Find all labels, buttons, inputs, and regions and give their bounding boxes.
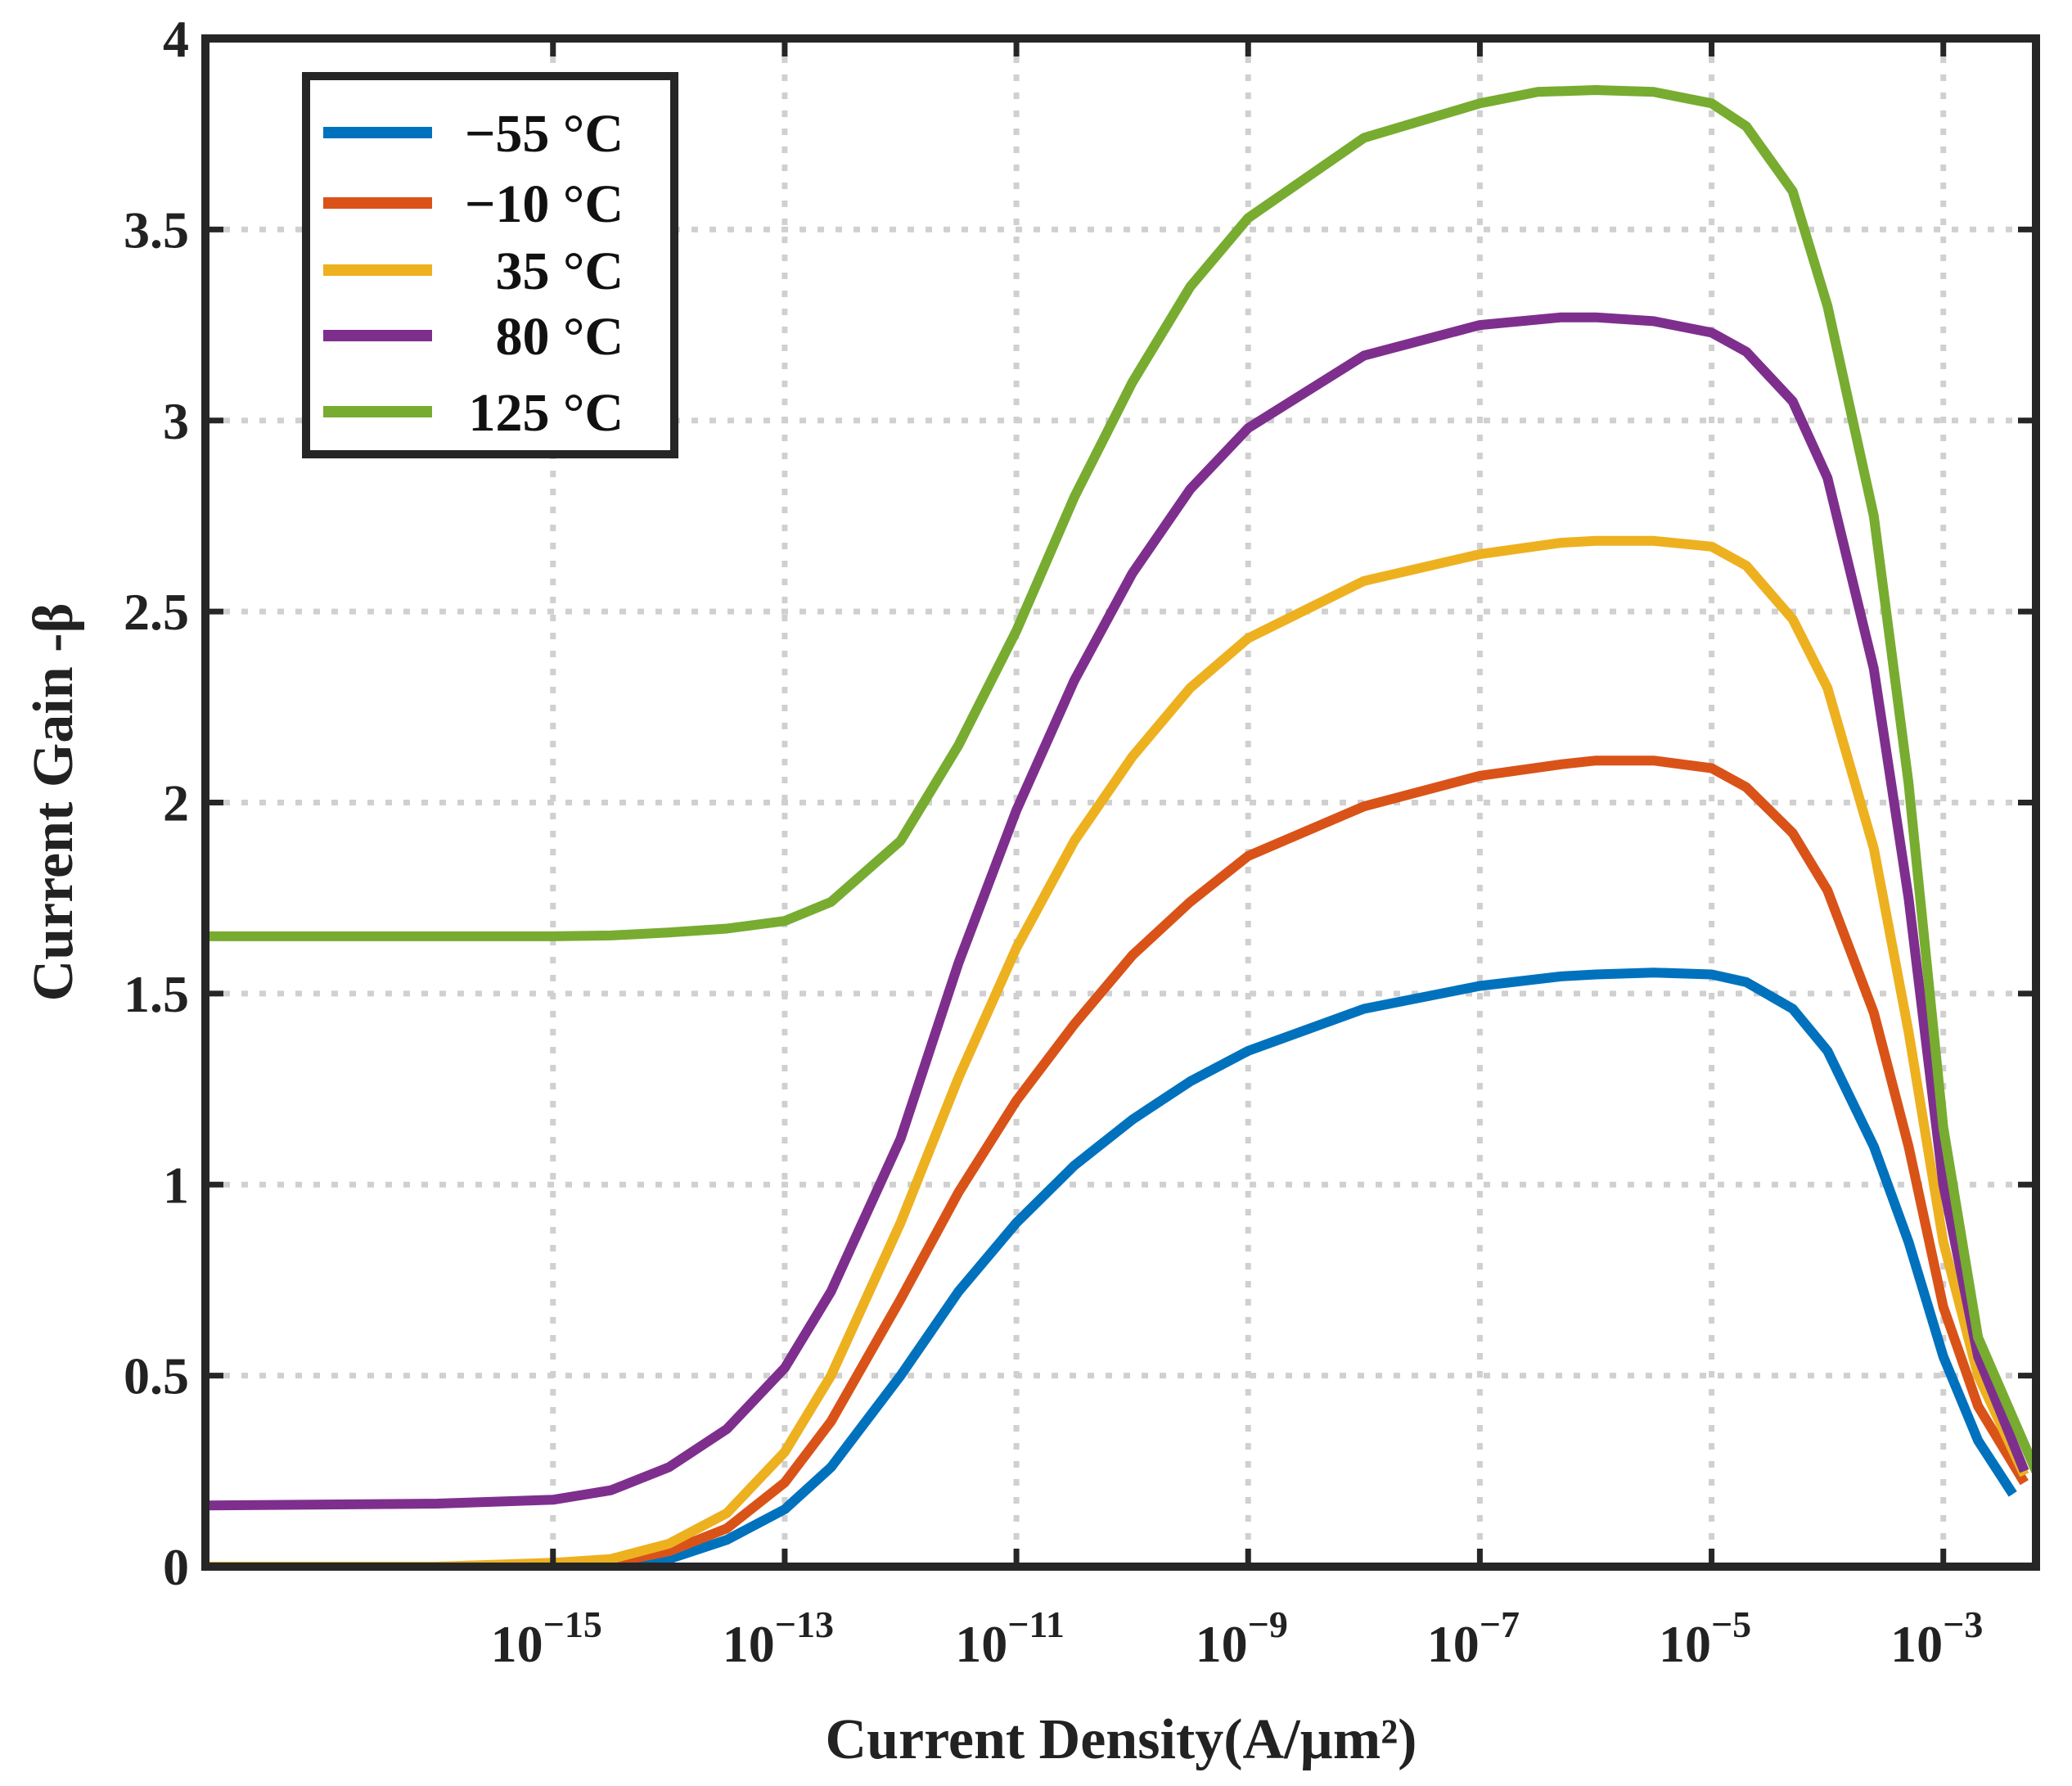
series-line-4 bbox=[205, 85, 2036, 1473]
y-tick-label: 2.5 bbox=[124, 583, 189, 641]
legend: −55 °C −10 °C 35 °C80 °C 125 °C bbox=[302, 72, 678, 458]
y-tick-label: 0.5 bbox=[124, 1347, 189, 1405]
series-line-3 bbox=[205, 312, 2029, 1511]
series-line-1 bbox=[205, 755, 2029, 1567]
legend-label-1: −10 °C bbox=[465, 174, 624, 234]
x-axis-title: Current Density(A/µm²) bbox=[826, 1708, 1417, 1771]
series-group bbox=[205, 85, 2036, 1567]
x-tick-label: 10−9 bbox=[1196, 1603, 1288, 1673]
x-tick-label: 10−15 bbox=[491, 1603, 602, 1673]
x-tick-label: 10−5 bbox=[1659, 1603, 1751, 1673]
legend-label-4: 125 °C bbox=[468, 383, 624, 443]
y-tick-label: 0 bbox=[163, 1538, 189, 1596]
legend-label-3: 80 °C bbox=[495, 307, 624, 367]
ticks-group bbox=[205, 35, 2036, 1570]
series-line-2 bbox=[205, 535, 2029, 1567]
legend-label-2: 35 °C bbox=[495, 241, 624, 301]
y-tick-label: 2 bbox=[163, 774, 189, 832]
y-tick-label: 4 bbox=[163, 10, 189, 68]
legend-label-0: −55 °C bbox=[465, 104, 624, 164]
y-tick-label: 3 bbox=[163, 392, 189, 450]
series-line-0 bbox=[205, 967, 2017, 1567]
y-tick-label: 3.5 bbox=[124, 201, 189, 259]
y-axis-title: Current Gain -β bbox=[22, 603, 85, 1002]
x-tick-label: 10−3 bbox=[1890, 1603, 1983, 1673]
tick-labels-group: 0 0.5 1 1.5 2 2.5 3 3.5 4 10−15 10−13 10−11 10−9 10−7… bbox=[124, 10, 1983, 1673]
y-tick-label: 1 bbox=[163, 1156, 189, 1214]
x-tick-label: 10−13 bbox=[723, 1603, 834, 1673]
y-tick-label: 1.5 bbox=[124, 965, 189, 1023]
x-tick-label: 10−7 bbox=[1427, 1603, 1520, 1673]
x-tick-label: 10−11 bbox=[955, 1603, 1065, 1673]
